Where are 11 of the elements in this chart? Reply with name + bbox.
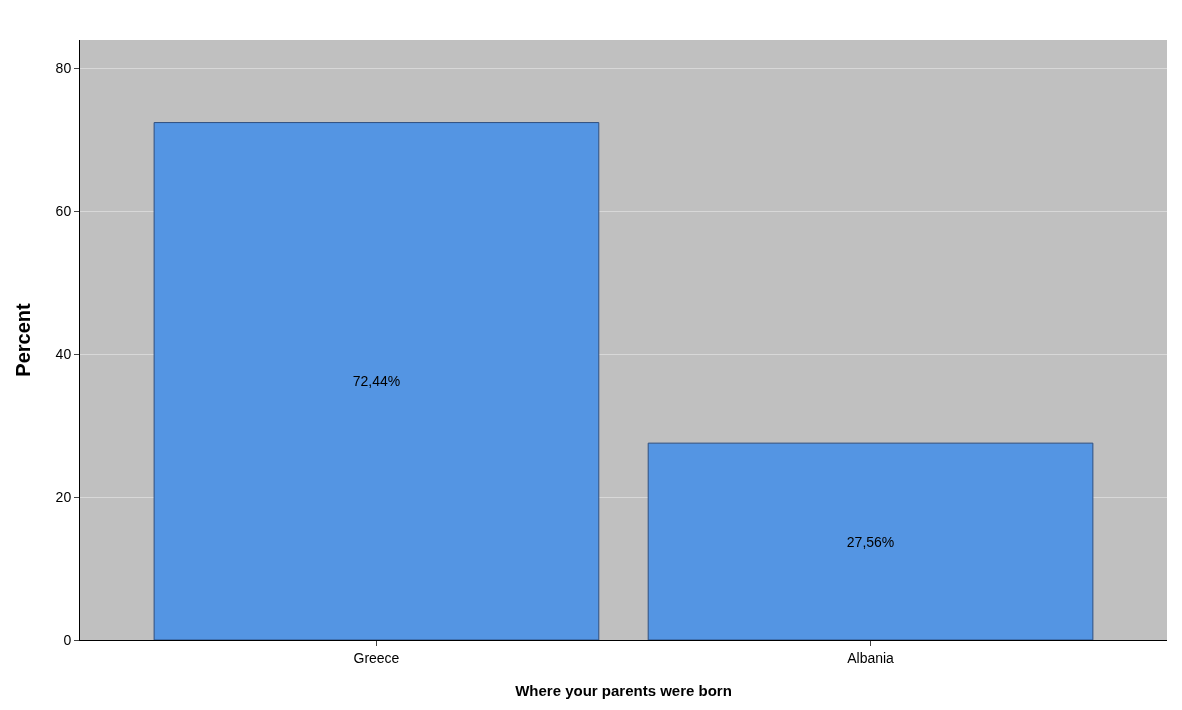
data-label: 72,44% [352,373,401,390]
y-tick-label: 20 [55,489,72,506]
x-tick-label: Greece [353,649,400,666]
y-tick-label: 60 [55,203,72,220]
y-axis-title: Percent [12,302,34,377]
x-axis-title: Where your parents were born [515,681,732,699]
y-tick-label: 80 [55,60,72,77]
y-tick-label: 0 [63,631,72,648]
y-tick-label: 40 [55,346,72,363]
data-label: 27,56% [846,533,895,550]
x-tick-label: Albania [847,649,895,666]
